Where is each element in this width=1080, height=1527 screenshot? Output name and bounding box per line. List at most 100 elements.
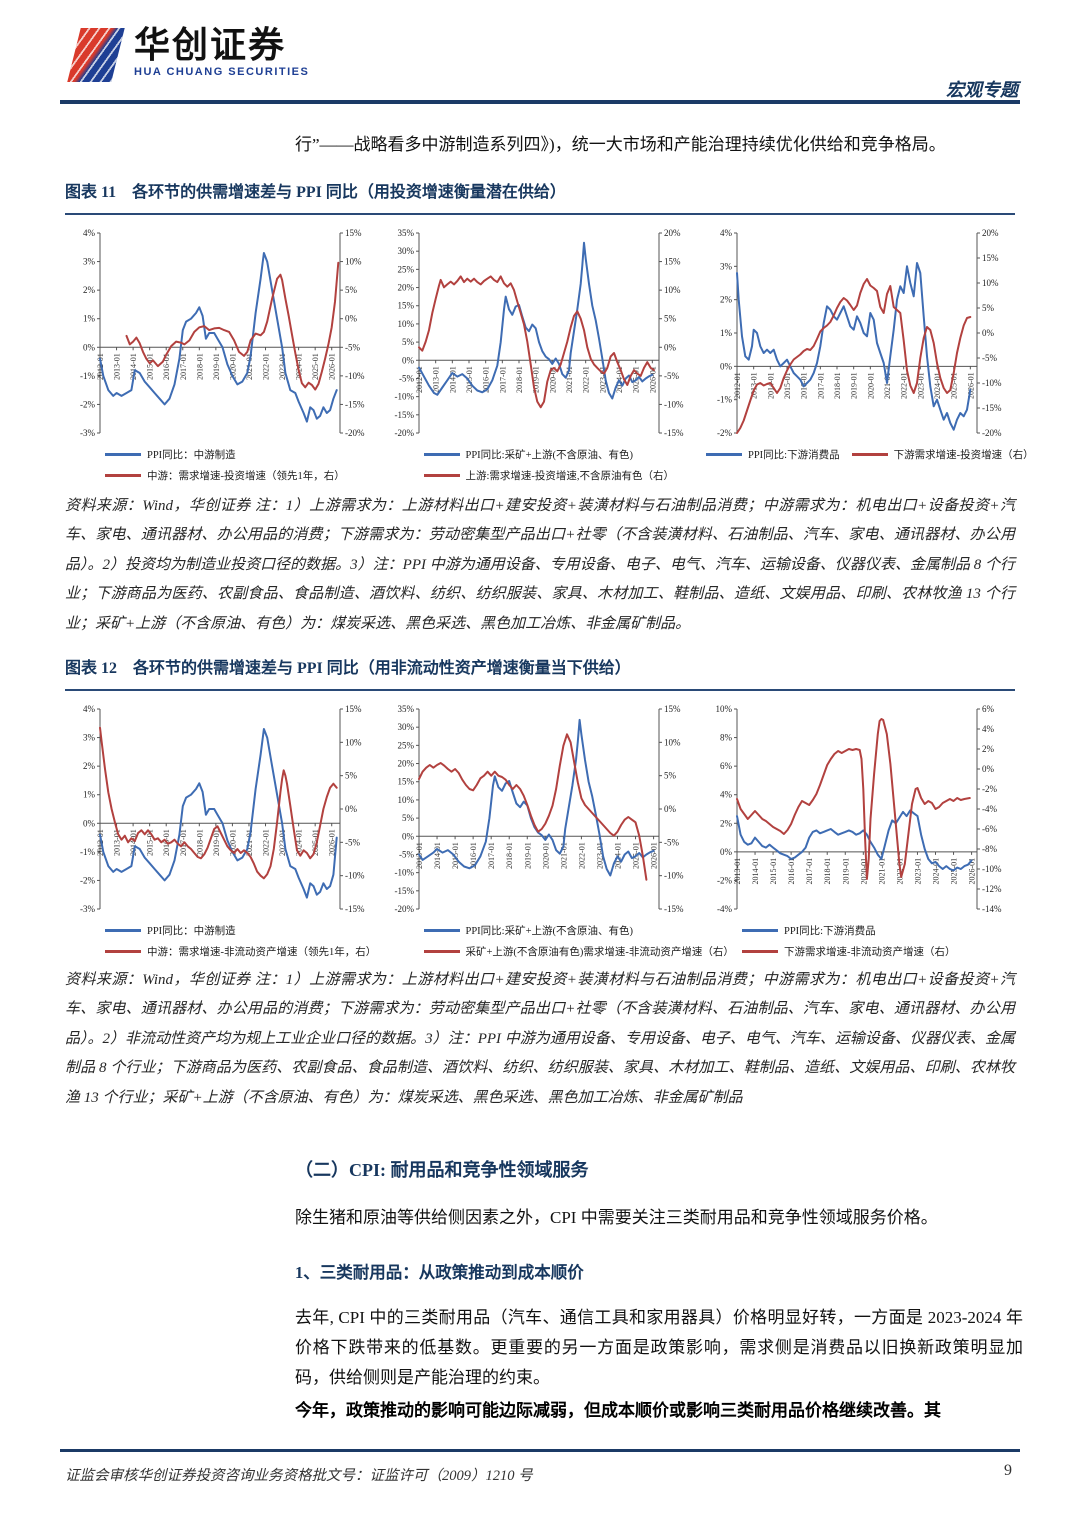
svg-text:10%: 10% [664,737,681,747]
svg-text:2019-01: 2019-01 [841,858,850,885]
svg-text:2023-01: 2023-01 [278,353,287,380]
svg-text:-14%: -14% [982,904,1002,914]
svg-text:3%: 3% [83,733,96,743]
legend-line-swatch [423,453,460,456]
svg-text:2023-01: 2023-01 [278,829,287,856]
svg-text:10%: 10% [716,704,733,714]
svg-text:2014-01: 2014-01 [129,353,138,380]
line-chart-canvas: 4% 3% 2% 1% 0% -1% -2% -3% 15% 10% 5% 0% -5% -10% -15%… [80,704,365,914]
legend-line-swatch [423,950,460,953]
footer-license: 证监会审核华创证券投资咨询业务资格批文号：证监许可（2009）1210 号 [65,1468,533,1484]
legend-entry: PPI同比：中游制造 [105,923,378,938]
svg-text:2017-01: 2017-01 [487,842,496,869]
svg-text:0%: 0% [982,764,995,774]
svg-text:2019-01: 2019-01 [212,829,221,856]
svg-text:5%: 5% [402,337,415,347]
chart-legend: PPI同比:下游消费品 下游需求增速-投资增速（右） [702,447,1034,462]
svg-text:-3%: -3% [80,904,95,914]
svg-text:2023-01: 2023-01 [598,366,607,393]
figure12-charts: 4% 3% 2% 1% 0% -1% -2% -3% 15% 10% 5% 0% -5% -10% -15%… [65,700,1015,959]
footer-divider [60,1449,1020,1452]
figure12-chart-midstream: 4% 3% 2% 1% 0% -1% -2% -3% 15% 10% 5% 0% -5% -10% -15%… [65,700,378,959]
svg-text:2016-01: 2016-01 [787,858,796,885]
svg-text:2016-01: 2016-01 [469,842,478,869]
svg-text:5%: 5% [345,771,358,781]
svg-text:5%: 5% [664,314,677,324]
svg-text:0%: 0% [664,804,677,814]
svg-text:2020-01: 2020-01 [859,858,868,885]
svg-text:2023-01: 2023-01 [916,372,925,399]
svg-text:-15%: -15% [394,886,414,896]
svg-text:-10%: -10% [982,378,1002,388]
svg-text:-20%: -20% [394,904,414,914]
svg-text:5%: 5% [345,285,358,295]
legend-label: 中游：需求增速-非流动资产增速（领先1年，右） [147,947,377,958]
svg-text:-10%: -10% [345,371,365,381]
svg-text:2019-01: 2019-01 [850,372,859,399]
svg-text:-10%: -10% [345,871,365,881]
legend-line-swatch [423,474,460,477]
svg-text:-20%: -20% [394,428,414,438]
svg-text:15%: 15% [345,704,362,714]
svg-text:0%: 0% [345,314,358,324]
svg-text:4%: 4% [83,228,96,238]
cpi-intro-paragraph: 除生猪和原油等供给侧因素之外，CPI 中需要关注三类耐用品和竞争性领域服务价格。 [295,1208,938,1227]
svg-text:-4%: -4% [982,804,997,814]
svg-text:0%: 0% [83,818,96,828]
svg-text:30%: 30% [397,246,414,256]
svg-text:-2%: -2% [80,875,95,885]
svg-text:-15%: -15% [345,904,365,914]
svg-text:15%: 15% [982,253,999,263]
svg-text:2013-01: 2013-01 [113,829,122,856]
svg-text:2016-01: 2016-01 [162,353,171,380]
line-chart-canvas: 4% 3% 2% 1% 0% -1% -2% 20% 15% 10% 5% 0% -5% -10% -15%… [717,228,1002,438]
svg-text:2014-01: 2014-01 [129,829,138,856]
svg-text:8%: 8% [720,733,733,743]
legend-entry: PPI同比:下游消费品 [706,447,840,462]
legend-line-swatch [742,950,778,953]
svg-text:6%: 6% [720,761,733,771]
svg-text:2025-01: 2025-01 [950,372,959,399]
svg-text:-15%: -15% [664,428,684,438]
svg-text:2017-01: 2017-01 [816,372,825,399]
svg-text:2026-01: 2026-01 [328,353,337,380]
svg-text:10%: 10% [345,737,362,747]
header-divider [60,100,1020,104]
svg-text:2015-01: 2015-01 [783,372,792,399]
intro-paragraph: 行”——战略看多中游制造系列四》)，统一大市场和产能治理持续优化供给和竞争格局。 [295,135,946,154]
legend-entry: PPI同比:采矿+上游(不含原油、有色) [423,447,697,462]
legend-entry: 中游：需求增速-投资增速（领先1年，右） [105,468,378,483]
legend-line-swatch [851,453,888,456]
svg-text:2020-01: 2020-01 [541,842,550,869]
svg-text:30%: 30% [397,722,414,732]
svg-text:-15%: -15% [345,399,365,409]
legend-label: 上游:需求增速-投资增速,不含原油有色（右） [465,471,675,482]
svg-text:2026-01: 2026-01 [328,829,337,856]
svg-text:2%: 2% [83,285,96,295]
svg-text:2017-01: 2017-01 [179,353,188,380]
chart-legend: PPI同比：中游制造 中游：需求增速-投资增速（领先1年，右） [65,447,378,483]
svg-text:0%: 0% [402,831,415,841]
legend-label: PPI同比:下游消费品 [748,450,840,461]
svg-text:2014-01: 2014-01 [433,842,442,869]
svg-text:-2%: -2% [80,399,95,409]
svg-text:2019-01: 2019-01 [523,842,532,869]
svg-text:-15%: -15% [394,410,414,420]
svg-text:10%: 10% [982,278,999,288]
svg-text:2015-01: 2015-01 [465,366,474,393]
svg-text:15%: 15% [664,704,681,714]
chart-legend: PPI同比：中游制造中游：需求增速-非流动资产增速（领先1年，右） [65,923,378,959]
svg-text:-5%: -5% [345,837,360,847]
svg-text:-20%: -20% [345,428,365,438]
svg-text:0%: 0% [720,847,733,857]
svg-text:-10%: -10% [664,399,684,409]
svg-text:2017-01: 2017-01 [498,366,507,393]
svg-text:25%: 25% [397,264,414,274]
svg-text:2016-01: 2016-01 [481,366,490,393]
svg-text:2026-01: 2026-01 [649,842,658,869]
legend-entry: 下游需求增速-投资增速（右） [851,447,1034,462]
svg-text:-1%: -1% [717,395,732,405]
svg-text:10%: 10% [397,319,414,329]
svg-text:35%: 35% [397,228,414,238]
svg-text:10%: 10% [664,285,681,295]
